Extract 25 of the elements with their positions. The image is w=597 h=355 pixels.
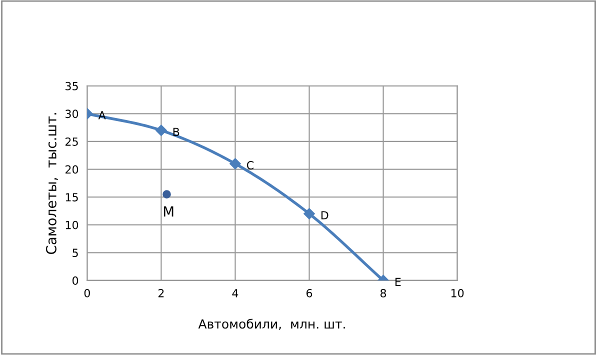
y-tick-label: 35 xyxy=(66,82,78,90)
x-tick-label: 8 xyxy=(380,288,386,298)
annotation: M xyxy=(164,206,174,217)
point xyxy=(304,208,315,220)
x-tick-label: 0 xyxy=(84,288,90,298)
x-tick-label: 2 xyxy=(158,288,164,298)
y-tick-label: 5 xyxy=(72,248,78,258)
annotation: E xyxy=(395,278,401,286)
point xyxy=(156,124,167,136)
x-tick-label: 4 xyxy=(232,289,238,298)
annotation: D xyxy=(321,211,328,220)
y-tick-label: 0 xyxy=(72,276,78,285)
annotation: C xyxy=(246,161,254,170)
point xyxy=(162,190,171,198)
x-tick-label: 10 xyxy=(451,288,464,298)
y-tick-label: 15 xyxy=(66,193,78,202)
y-tick-label: 10 xyxy=(66,220,78,230)
y-axis-title: Самолеты, тыс.шт. xyxy=(46,113,58,254)
x-tick-label: 6 xyxy=(306,288,312,298)
y-tick-label: 25 xyxy=(66,137,78,146)
annotation: B xyxy=(173,128,180,136)
y-tick-label: 20 xyxy=(66,165,78,174)
x-axis-title: Автомобили, млн. шт. xyxy=(198,318,345,330)
point xyxy=(230,158,241,170)
y-tick-label: 30 xyxy=(66,110,78,118)
